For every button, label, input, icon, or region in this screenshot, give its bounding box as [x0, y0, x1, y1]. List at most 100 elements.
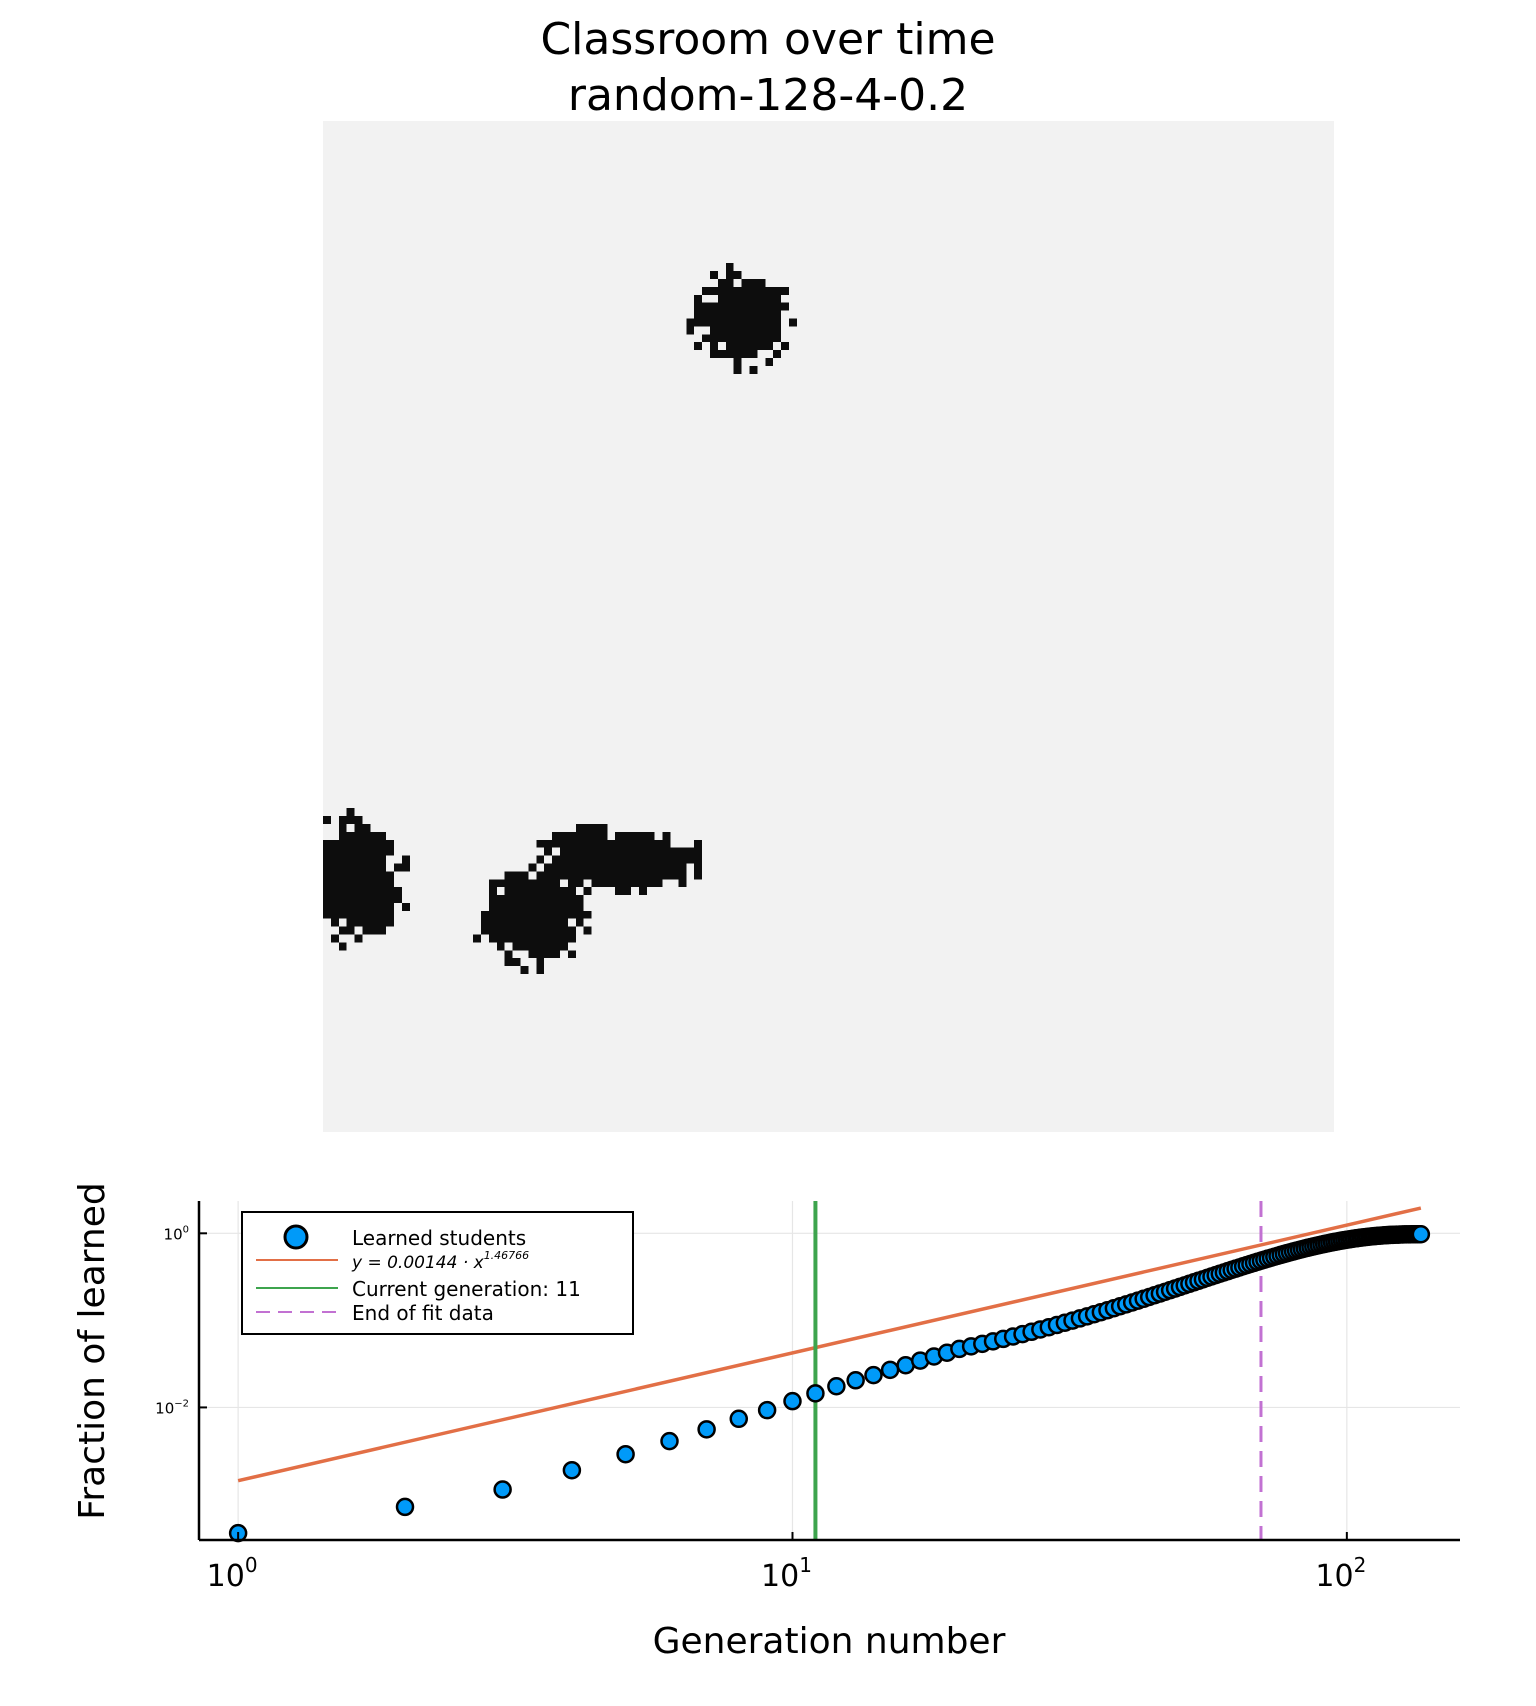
learned-cell [386, 918, 395, 927]
learned-cluster-3 [473, 855, 592, 975]
learned-cell [536, 871, 545, 880]
learned-cell [330, 934, 339, 943]
learned-cell [552, 950, 560, 959]
x-tick-base: 10 [207, 1559, 245, 1594]
y-tick-label: 100 [164, 1224, 189, 1243]
learned-cell [694, 871, 703, 880]
learned-cell [386, 895, 395, 903]
learned-cell [678, 855, 687, 864]
learned-cell [733, 365, 742, 374]
learned-cell [552, 926, 560, 935]
learned-cell [757, 326, 766, 335]
learned-cell [765, 318, 774, 327]
plot-axes [197, 1201, 1460, 1542]
learned-cell [370, 926, 379, 935]
data-point [395, 1497, 415, 1517]
learned-cell [591, 871, 600, 880]
learned-cell [670, 863, 679, 872]
learned-cell [362, 831, 371, 840]
chart-title: Classroom over time [540, 14, 996, 65]
data-point [757, 1400, 777, 1420]
learned-cell [559, 895, 568, 903]
learned-cell [559, 831, 568, 840]
learned-cell [607, 863, 616, 872]
learned-cell [710, 342, 718, 351]
y-tick-exponent: 0 [183, 1224, 189, 1235]
learned-cell [733, 350, 742, 358]
learned-cell [741, 350, 750, 358]
learned-cell [654, 871, 663, 880]
learned-cell [702, 310, 711, 319]
learned-cell [362, 902, 371, 911]
learned-cell [378, 910, 387, 919]
learned-cell [575, 918, 584, 927]
learned-cell [710, 318, 718, 327]
learned-cell [583, 926, 592, 935]
learned-cell [710, 302, 718, 311]
learned-cell [528, 879, 537, 888]
learned-cell [346, 879, 355, 888]
learned-cell [536, 887, 545, 896]
learned-cell [654, 847, 663, 856]
learned-cell [378, 926, 387, 935]
learned-cell [567, 895, 576, 903]
learned-cell [733, 294, 742, 303]
learned-cell [725, 294, 734, 303]
learned-cell [725, 278, 734, 287]
learned-cell [520, 926, 529, 935]
learned-cell [638, 887, 647, 896]
learned-cell [528, 902, 537, 911]
learned-cell [773, 286, 782, 295]
learned-cell [544, 950, 553, 959]
learned-cell [496, 942, 505, 951]
learned-cell [781, 342, 790, 351]
learned-cell [536, 895, 545, 903]
learned-cell [615, 855, 624, 864]
learned-cell [378, 879, 387, 888]
y-tick-base: 10 [155, 1399, 174, 1417]
learned-cell [552, 831, 560, 840]
power-law-fit-line [237, 1206, 1422, 1483]
learned-cell [370, 910, 379, 919]
learned-cell [394, 887, 402, 896]
data-point [880, 1360, 900, 1380]
learned-cell [544, 895, 553, 903]
legend-swatch-points [283, 1224, 309, 1250]
learned-cell [354, 879, 363, 888]
learned-cell [623, 871, 632, 880]
learned-cell [567, 950, 576, 959]
learned-cell [480, 918, 489, 927]
learned-cell [575, 831, 584, 840]
y-tick-label: 10−2 [155, 1398, 189, 1417]
learned-cell [583, 823, 592, 832]
learned-cell [615, 839, 624, 848]
learned-cell [504, 902, 513, 911]
learned-cell [749, 286, 758, 295]
learned-cell [702, 286, 711, 295]
learned-cell [528, 887, 537, 896]
legend-label-fit: y = 0.00144 · x1.46766 [351, 1249, 529, 1273]
learned-cell [694, 318, 703, 327]
learned-cell [583, 863, 592, 872]
learned-cell [591, 863, 600, 872]
learned-cell [757, 278, 766, 287]
learned-cell [346, 895, 355, 903]
learned-cell [631, 831, 639, 840]
learned-cell [749, 342, 758, 351]
learned-cell [583, 887, 592, 896]
learned-cell [725, 334, 734, 343]
learned-cell [583, 855, 592, 864]
x-tick-label: 100 [207, 1553, 258, 1594]
learned-cell [765, 294, 774, 303]
learned-cell [512, 902, 521, 911]
learned-cell [362, 871, 371, 880]
learned-cell [733, 310, 742, 319]
learned-cell [488, 910, 497, 919]
learned-cell [725, 318, 734, 327]
learned-cell [749, 350, 758, 358]
learned-cell [702, 334, 711, 343]
learned-cluster-2 [323, 808, 410, 951]
learned-cell [599, 855, 608, 864]
learned-cell [370, 871, 379, 880]
